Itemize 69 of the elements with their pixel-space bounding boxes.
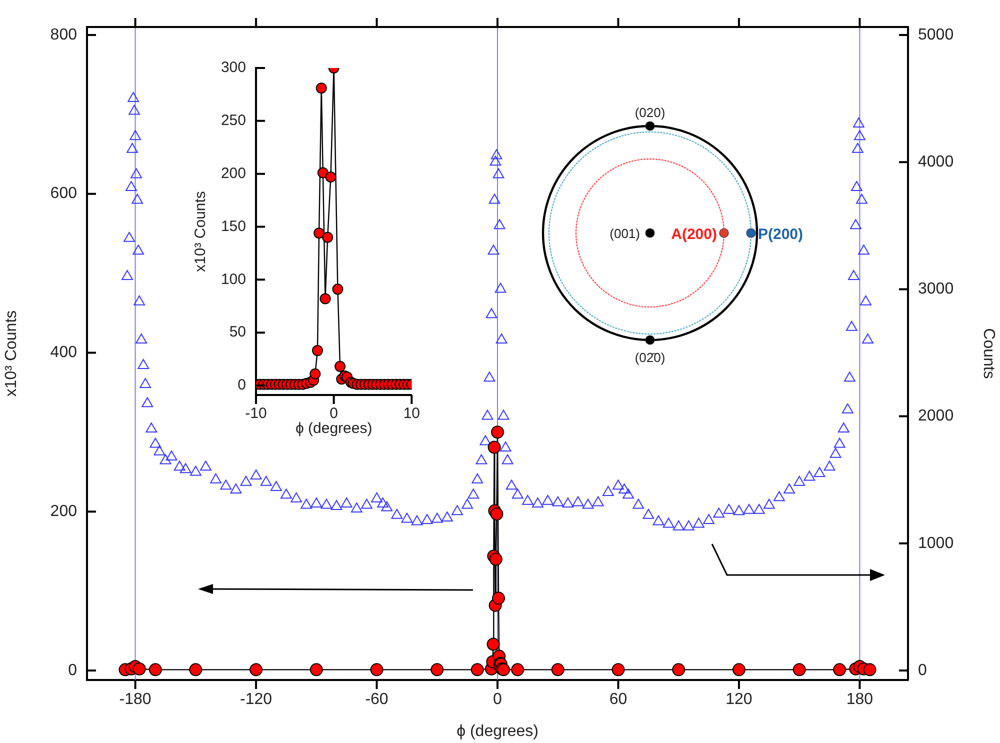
x-tick-label: 60 [609,691,628,708]
point [310,368,321,380]
y-tick-label: 0 [238,376,246,394]
point [189,663,202,676]
point [732,663,746,676]
point [612,663,625,676]
y-axis-title: x10³ Counts [3,310,20,397]
y-tick-label: 200 [50,502,78,520]
y-tick-label: 0 [68,662,78,679]
point [511,663,524,676]
point [132,662,146,676]
point [489,552,502,566]
annotation: P(200) [758,226,804,243]
y-tick-label: 150 [220,218,246,235]
point [863,663,876,676]
y-tick-label: 300 [220,59,246,76]
y-tick-label: 600 [50,185,78,202]
point [470,663,484,676]
x-tick-label: 0 [330,405,338,422]
point [833,663,846,676]
annotation: A(200) [671,226,717,243]
y-tick-label: 250 [220,112,246,130]
point [320,293,331,304]
point [430,663,444,676]
x-axis-title: ϕ (degrees) [456,722,538,740]
x-tick-label: 0 [493,691,502,708]
y2-tick-label: 2000 [918,408,954,425]
y2-tick-label: 4000 [918,154,954,171]
point [792,663,806,676]
y-tick-label: 400 [50,344,78,362]
y-tick-label: 200 [220,164,246,182]
point [334,360,346,372]
annotation: (020) [634,105,666,120]
point [310,663,323,676]
point [148,663,162,676]
y2-tick-label: 1000 [918,534,954,552]
point [322,232,334,243]
point [492,592,506,605]
y2-tick-label: 5000 [918,26,954,44]
x-tick-label: 10 [403,405,420,422]
y-tick-label: 100 [220,270,246,288]
x-tick-label: -180 [119,691,152,708]
point [490,507,504,520]
point [316,82,327,94]
point [672,663,686,676]
x-tick-label: -10 [245,405,267,422]
y-tick-label: 50 [229,324,246,341]
point [551,663,564,676]
x-tick-label: 180 [846,691,874,708]
x-tick-label: -60 [365,691,388,708]
point [370,663,384,676]
y-tick-label: 800 [50,26,78,44]
annotation: (001) [610,226,640,241]
point [314,228,325,239]
point [325,172,336,182]
y2-axis-title: Counts [980,328,997,379]
annotation: (02̄0) [634,350,666,365]
x-axis-title: ϕ (degrees) [295,420,372,438]
y-axis-title: x10³ Counts [192,191,210,272]
x-tick-label: 120 [726,691,752,708]
y2-tick-label: 0 [918,662,927,679]
point [250,663,263,676]
point [488,440,501,454]
point [312,345,323,356]
x-tick-label: -120 [240,691,272,708]
point [491,426,504,439]
point [332,284,344,295]
point [486,638,500,651]
y2-tick-label: 3000 [918,280,954,298]
